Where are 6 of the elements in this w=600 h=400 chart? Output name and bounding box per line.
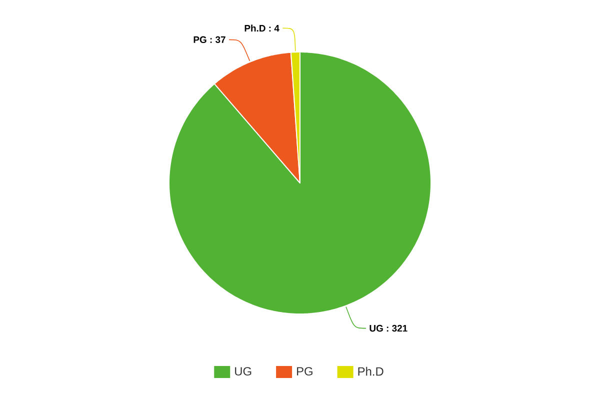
legend-label: PG <box>297 367 312 376</box>
data-label: Ph.D : 4 <box>244 24 280 32</box>
data-label: PG : 37 <box>194 36 226 44</box>
data-label: UG : 321 <box>370 324 408 332</box>
legend-label: UG <box>235 367 252 376</box>
legend-label: Ph.D <box>358 366 384 376</box>
